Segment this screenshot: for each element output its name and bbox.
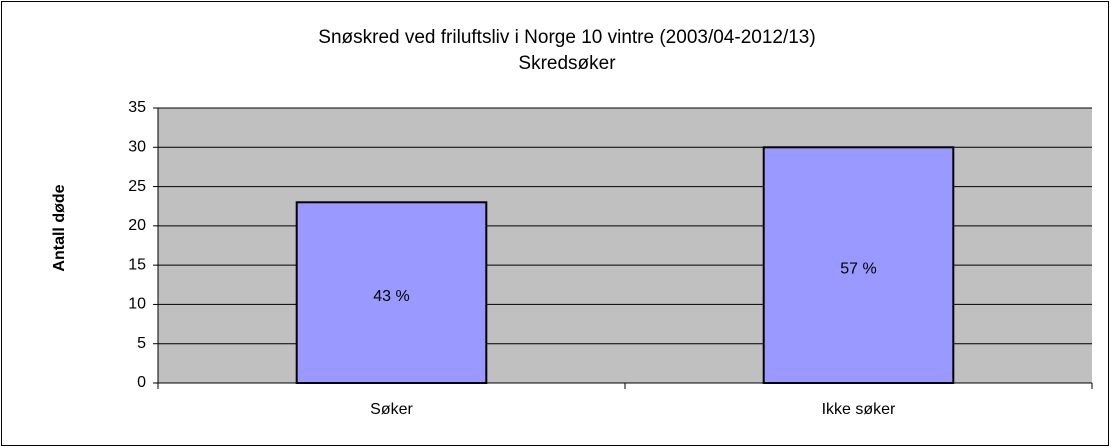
x-tick-label: Ikke søker bbox=[822, 401, 896, 418]
y-tick-label: 30 bbox=[128, 139, 146, 156]
y-tick-label: 20 bbox=[128, 217, 146, 234]
bar-label: 57 % bbox=[840, 260, 876, 277]
bar bbox=[295, 201, 488, 384]
y-tick-label: 0 bbox=[137, 374, 146, 391]
y-tick-label: 35 bbox=[128, 99, 146, 116]
bar bbox=[762, 146, 955, 384]
y-tick-label: 10 bbox=[128, 296, 146, 313]
y-tick-label: 15 bbox=[128, 256, 146, 273]
y-tick-label: 5 bbox=[137, 335, 146, 352]
chart-title: Snøskred ved friluftsliv i Norge 10 vint… bbox=[318, 27, 815, 48]
y-tick-label: 25 bbox=[128, 178, 146, 195]
x-tick-label: Søker bbox=[370, 401, 413, 418]
y-axis-label: Antall døde bbox=[51, 184, 68, 271]
chart-subtitle: Skredsøker bbox=[518, 53, 616, 74]
bar-label: 43 % bbox=[373, 288, 409, 305]
